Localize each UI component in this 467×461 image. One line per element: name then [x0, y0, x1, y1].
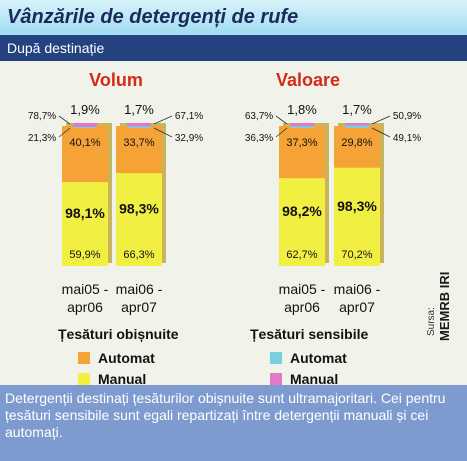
legend-item-label: Manual	[290, 371, 338, 385]
data-label-sensibile-share: 1,7%	[342, 102, 372, 117]
data-label-automat: 40,1%	[69, 137, 100, 149]
bar-automat	[334, 126, 380, 168]
bar-automat	[279, 126, 325, 179]
bar-manual	[116, 173, 162, 266]
bar-sensibile-manual	[345, 123, 369, 126]
data-label-manual: 66,3%	[123, 249, 154, 261]
footer-text: Detergenții destinați țesăturilor obișnu…	[5, 390, 446, 440]
data-label-sensibile-share: 1,9%	[70, 102, 100, 117]
side-label-automat: 21,3%	[28, 133, 56, 144]
data-label-obisnuite-share: 98,3%	[337, 198, 377, 214]
legend-swatch	[270, 352, 282, 364]
source-logo: MEMRB IRI	[437, 272, 452, 341]
chart-title: Volum	[89, 70, 143, 90]
legend-item-label: Automat	[98, 350, 155, 366]
category-label: apr06	[67, 299, 103, 315]
page-subtitle: După destinație	[7, 40, 105, 56]
data-label-obisnuite-share: 98,3%	[119, 201, 159, 217]
bar-sensibile-manual	[290, 123, 314, 127]
legend-swatch	[78, 352, 90, 364]
legend-item-label: Automat	[290, 350, 347, 366]
leader-line	[371, 127, 391, 138]
category-label: mai05 -	[62, 281, 109, 297]
data-label-automat: 29,8%	[341, 137, 372, 149]
bar-sensibile-manual	[73, 123, 97, 127]
source-label: Sursa:	[426, 307, 437, 336]
category-label: mai05 -	[279, 281, 326, 297]
bar-sensibile-automat	[345, 125, 369, 128]
category-label: apr07	[339, 299, 375, 315]
category-label: apr07	[121, 299, 157, 315]
data-label-manual: 62,7%	[286, 249, 317, 261]
leader-line	[58, 127, 71, 138]
category-label: mai06 -	[116, 281, 163, 297]
bar-manual	[334, 167, 380, 266]
header-bar: Vânzările de detergenți de rufe	[0, 0, 467, 35]
page-title: Vânzările de detergenți de rufe	[7, 6, 299, 28]
leader-line	[275, 127, 288, 138]
legend-item-label: Manual	[98, 371, 146, 385]
side-label-manual: 50,9%	[393, 111, 421, 122]
leader-line	[371, 115, 391, 125]
chart-title: Valoare	[276, 70, 340, 90]
data-label-sensibile-share: 1,7%	[124, 102, 154, 117]
leader-line	[58, 115, 71, 125]
side-label-manual: 63,7%	[245, 111, 273, 122]
data-label-manual: 59,9%	[69, 249, 100, 261]
category-label: apr06	[284, 299, 320, 315]
bar-sensibile-manual	[127, 123, 151, 127]
bar-automat	[116, 126, 162, 174]
leader-line	[275, 115, 288, 125]
side-label-automat: 32,9%	[175, 133, 203, 144]
subheader-bar: După destinație	[0, 35, 467, 61]
legend-swatch	[270, 373, 282, 385]
side-label-automat: 36,3%	[245, 133, 273, 144]
leader-line	[153, 127, 173, 138]
category-label: mai06 -	[334, 281, 381, 297]
bar-chart-panel: Volum 40,1% 98,1% 59,9% 1,9% mai05 - apr06 33,7…	[28, 70, 452, 385]
bar-manual	[62, 182, 108, 266]
bar-sensibile-automat	[127, 126, 151, 128]
bar-automat	[62, 126, 108, 183]
bar-sensibile-automat	[290, 126, 314, 128]
data-label-sensibile-share: 1,8%	[287, 102, 317, 117]
data-label-automat: 33,7%	[123, 137, 154, 149]
data-label-obisnuite-share: 98,2%	[282, 203, 322, 219]
footer-note: Detergenții destinați țesăturilor obișnu…	[0, 385, 467, 461]
side-label-manual: 78,7%	[28, 111, 56, 122]
legend-group-title: Țesături sensibile	[250, 326, 368, 342]
leader-line	[153, 115, 173, 125]
legend-swatch	[78, 373, 90, 385]
data-label-automat: 37,3%	[286, 137, 317, 149]
side-label-automat: 49,1%	[393, 133, 421, 144]
side-label-manual: 67,1%	[175, 111, 203, 122]
legend-group-title: Țesături obișnuite	[58, 326, 179, 342]
bar-sensibile-automat	[73, 126, 97, 128]
data-label-obisnuite-share: 98,1%	[65, 205, 105, 221]
bar-manual	[279, 178, 325, 266]
data-label-manual: 70,2%	[341, 249, 372, 261]
